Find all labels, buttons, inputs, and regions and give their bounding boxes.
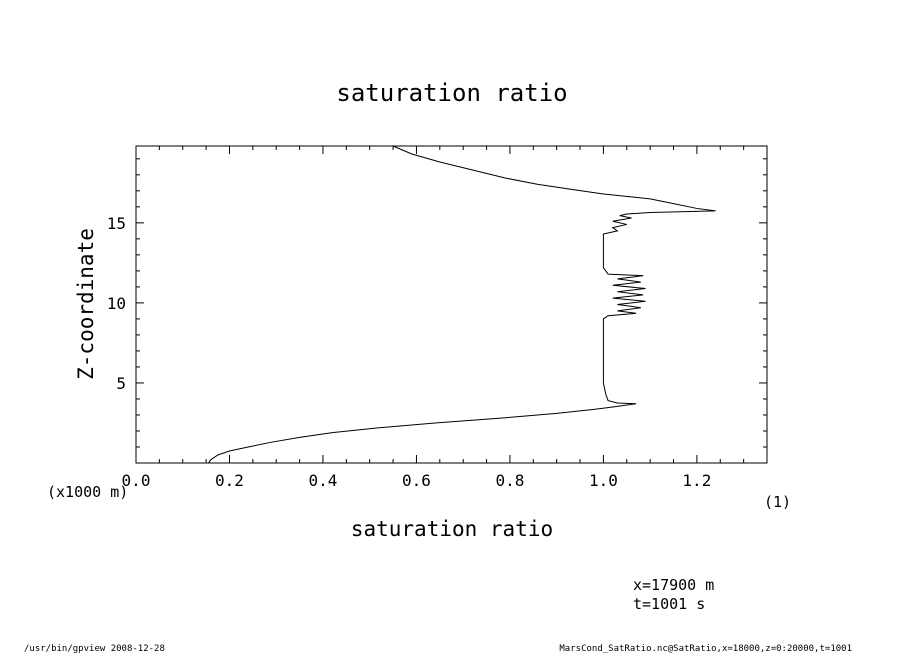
y-axis-label: Z-coordinate: [74, 228, 98, 380]
info-x: x=17900 m: [633, 576, 714, 594]
footer-right-note: MarsCond_SatRatio.nc@SatRatio,x=18000,z=…: [559, 644, 852, 654]
plot-frame: [135, 145, 768, 464]
footer-left-note: /usr/bin/gpview 2008-12-28: [24, 644, 165, 654]
y-axis-unit: (x1000 m): [47, 483, 128, 501]
x-tick-label: 0.2: [215, 471, 244, 490]
x-tick-label: 1.0: [589, 471, 618, 490]
y-tick-label: 15: [107, 214, 126, 233]
saturation-ratio-line: [208, 145, 716, 464]
x-tick-label: 0.6: [402, 471, 431, 490]
x-axis-unit: (1): [764, 493, 791, 511]
axis-ticks: [135, 146, 768, 463]
x-tick-label: 0.4: [309, 471, 338, 490]
x-tick-labels: 0.0 0.2 0.4 0.6 0.8 1.0 1.2: [122, 471, 712, 490]
y-tick-label: 5: [116, 374, 126, 393]
y-tick-labels: 5 10 15: [107, 214, 126, 393]
x-axis-label: saturation ratio: [351, 517, 553, 541]
x-tick-label: 0.0: [122, 471, 151, 490]
y-tick-label: 10: [107, 294, 126, 313]
info-t: t=1001 s: [633, 595, 705, 613]
x-tick-label: 0.8: [495, 471, 524, 490]
chart-title: saturation ratio: [336, 79, 567, 107]
x-tick-label: 1.2: [682, 471, 711, 490]
